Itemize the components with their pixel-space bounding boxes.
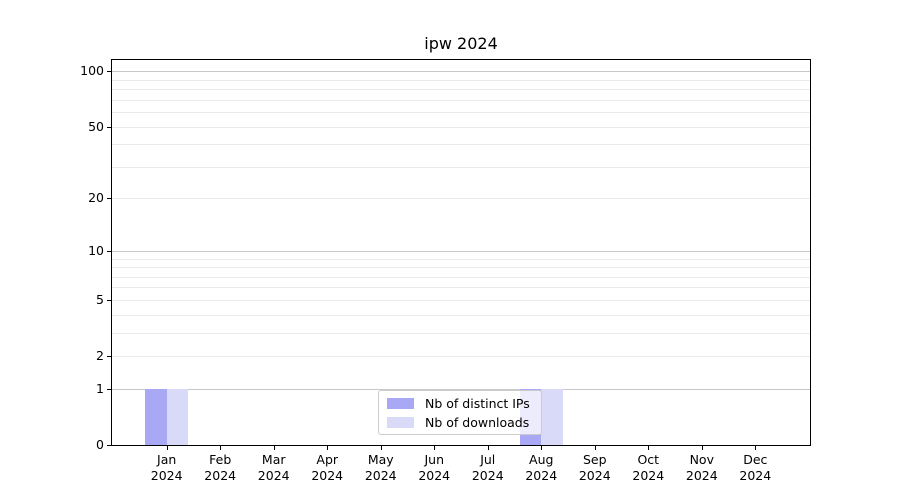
legend-label-downloads: Nb of downloads [425,414,530,430]
gridline-major [112,250,810,252]
x-tick-mark [380,446,382,450]
bar-downloads-jan [166,388,189,445]
y-tick-mark [107,71,111,73]
gridline-minor [112,356,810,358]
gridline-minor [112,314,810,316]
y-tick-label: 5 [96,291,104,307]
y-tick-mark [107,250,111,252]
gridline-minor [112,198,810,200]
gridline-minor [112,99,810,101]
gridline-minor [112,332,810,334]
gridline-minor [112,299,810,301]
x-tick-mark [594,446,596,450]
gridline-minor [112,166,810,168]
gridline-minor [112,126,810,128]
gridline-minor [112,89,810,91]
x-tick-mark [701,446,703,450]
chart-title: ipw 2024 [424,34,498,53]
x-tick-mark [755,446,757,450]
gridline-minor [112,258,810,260]
x-tick-label: Mar 2024 [257,452,290,483]
y-tick-label: 0 [96,437,104,452]
legend-row-downloads: Nb of downloads [387,414,541,430]
y-tick-mark [107,299,111,301]
y-tick-label: 20 [88,190,104,206]
legend-swatch-downloads [387,416,414,428]
legend-swatch-distinct-ips [387,397,414,409]
x-tick-label: Oct 2024 [632,452,665,483]
x-tick-mark [541,446,543,450]
x-tick-label: Sep 2024 [578,452,611,483]
x-tick-mark [487,446,489,450]
y-tick-label: 100 [80,63,104,79]
legend-label-distinct-ips: Nb of distinct IPs [425,395,530,411]
x-tick-label: Jul 2024 [471,452,504,483]
bar-distinct-ips-jan [145,388,167,445]
y-tick-mark [107,445,111,446]
x-tick-label: May 2024 [364,452,397,483]
gridline-major [112,388,810,390]
gridline-minor [112,287,810,289]
x-tick-label: Nov 2024 [685,452,718,483]
y-tick-label: 50 [88,118,104,134]
y-tick-mark [107,126,111,128]
gridline-major [112,71,810,73]
x-tick-mark [648,446,650,450]
y-tick-label: 2 [96,348,104,364]
plot-area: Nb of distinct IPs Nb of downloads [111,59,811,446]
gridline-minor [112,112,810,114]
x-tick-mark [220,446,222,450]
y-tick-mark [107,388,111,390]
y-tick-mark [107,356,111,358]
x-tick-mark [166,446,168,450]
x-tick-label: Dec 2024 [739,452,772,483]
legend-row-distinct-ips: Nb of distinct IPs [387,395,541,411]
x-tick-label: Apr 2024 [311,452,344,483]
x-tick-label: Jan 2024 [150,452,183,483]
x-tick-label: Jun 2024 [418,452,451,483]
x-tick-mark [434,446,436,450]
legend: Nb of distinct IPs Nb of downloads [378,390,542,435]
gridline-minor [112,276,810,278]
y-tick-label: 10 [88,242,104,258]
bar-downloads-aug [541,388,563,445]
x-tick-label: Feb 2024 [204,452,237,483]
x-tick-mark [273,446,275,450]
gridline-minor [112,144,810,146]
x-tick-label: Aug 2024 [525,452,558,483]
gridline-minor [112,267,810,269]
x-tick-mark [327,446,329,450]
y-tick-label: 1 [96,380,104,396]
gridline-minor [112,79,810,81]
y-tick-mark [107,198,111,200]
